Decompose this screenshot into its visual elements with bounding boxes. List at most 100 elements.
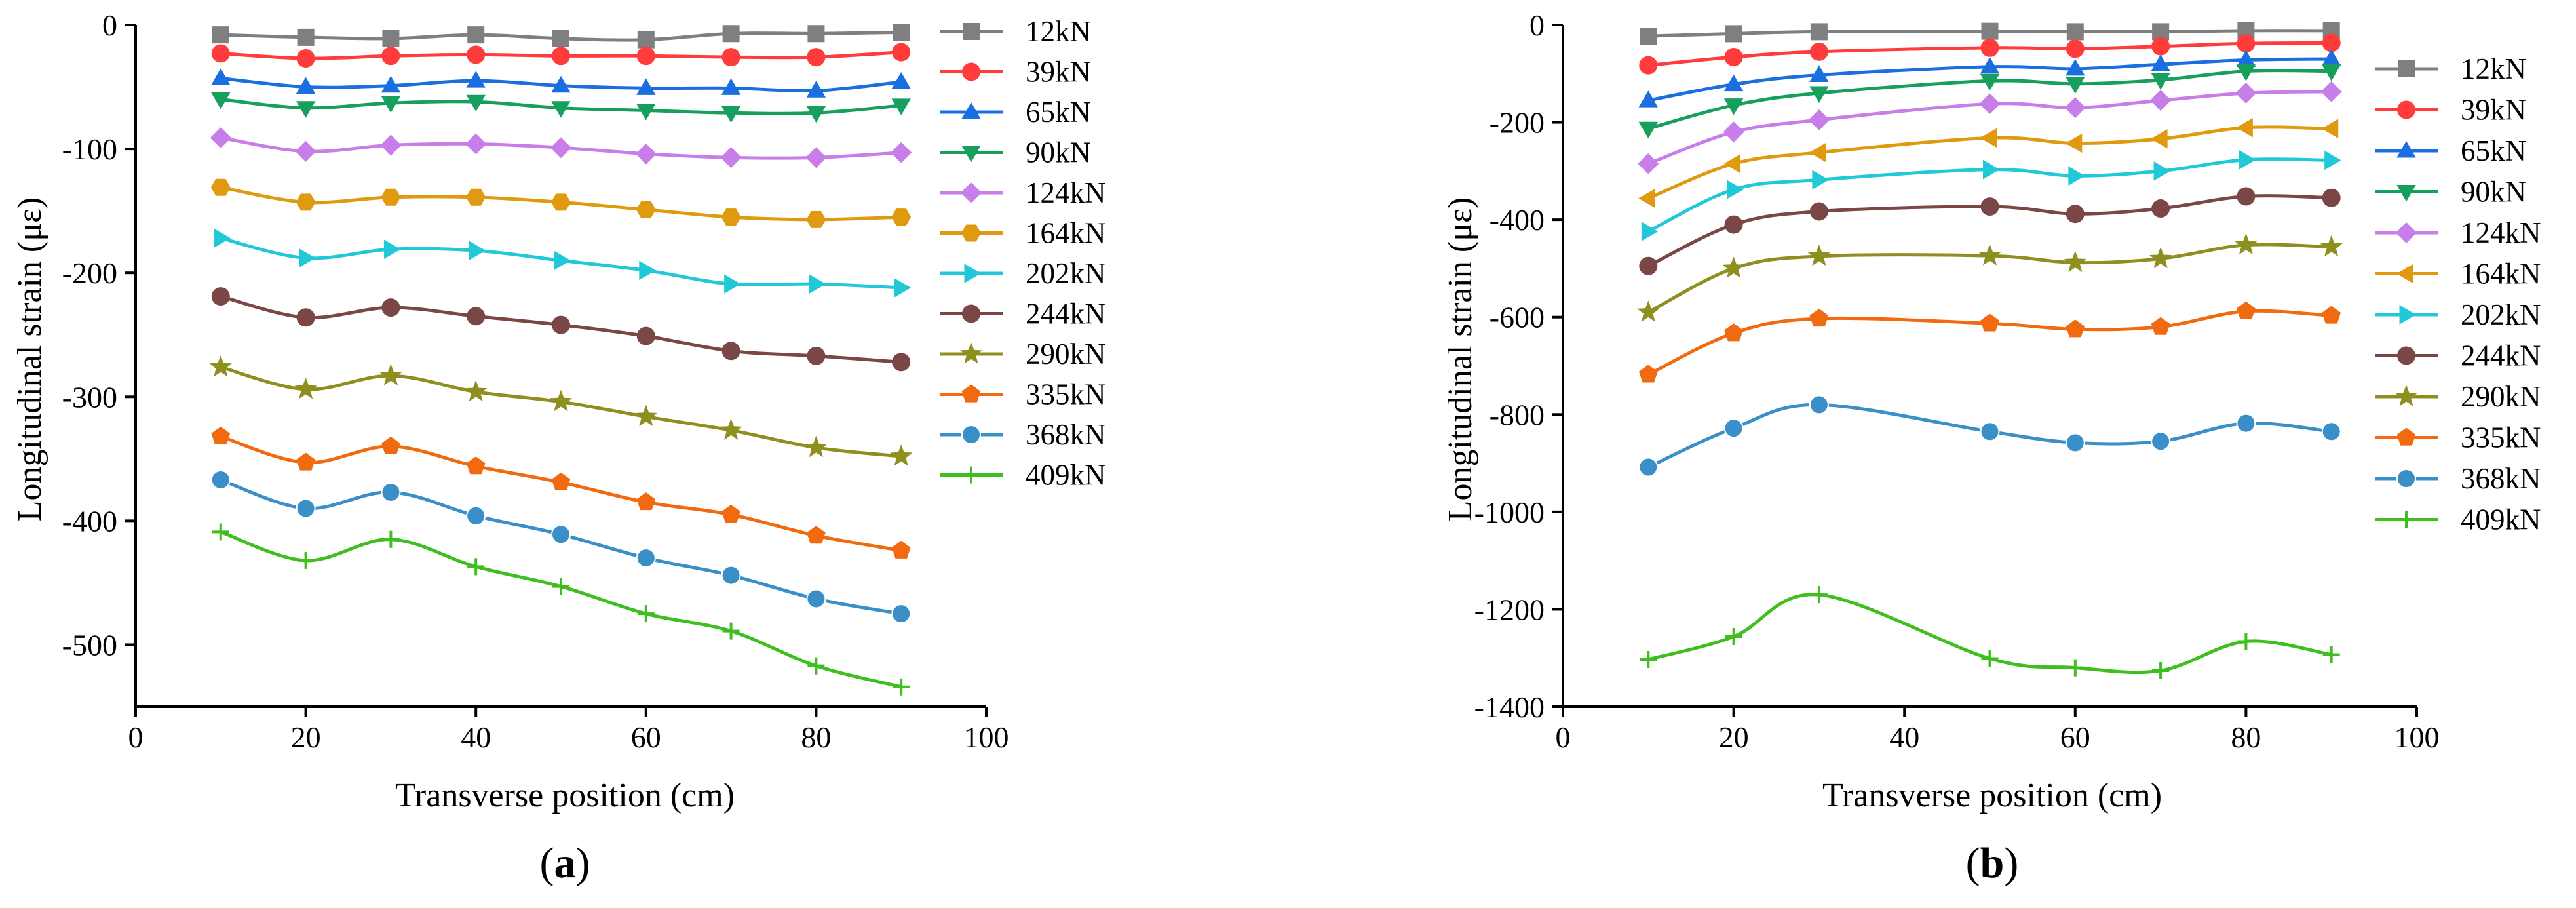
legend-marker-65kN [961,102,981,119]
data-point-368kN-b [1723,418,1744,439]
legend-item-409kN-b: 409kN [2375,503,2541,536]
data-point-39kN-b [1809,42,1828,61]
series-290kN-b [1637,233,2343,322]
series-164kN-b [1638,118,2339,208]
legend-marker-65kN [2396,141,2416,158]
series-65kN-b [1638,49,2341,108]
series-12kN-a [212,24,910,49]
data-point-244kN-b [1724,215,1743,234]
legend-marker-290kN [2394,385,2418,406]
data-point-335kN-b [2151,317,2170,335]
legend-label: 244kN [1026,298,1106,330]
data-point-409kN-a [637,605,655,623]
data-point-409kN-a [807,657,825,675]
data-point-409kN-b [1981,650,1999,667]
data-point-90kN-a [551,101,571,118]
legend-marker-90kN [2396,185,2416,202]
data-point-12kN-a [212,26,229,44]
y-tick-label-a: -200 [62,256,117,290]
chart-panel-b: Longitudinal strain (με) Transverse posi… [1442,9,2541,887]
legend-marker-164kN [961,224,981,242]
legend-item-65kN-b: 65kN [2375,134,2526,167]
data-point-202kN-b [2239,150,2256,170]
data-point-90kN-a [806,106,826,123]
data-point-244kN-b [1639,256,1658,275]
series-12kN-b [1640,22,2340,45]
data-point-124kN-a [210,127,231,149]
legend-label: 368kN [1026,418,1106,451]
data-point-202kN-a [214,228,231,248]
data-point-39kN-a [211,44,230,63]
y-tick-label-b: -400 [1490,203,1545,237]
x-tick-label-a: 80 [801,720,831,754]
data-point-290kN-a [549,389,573,412]
data-point-39kN-a [381,47,400,66]
data-point-164kN-b [1809,142,1826,163]
y-tick-label-b: -200 [1490,106,1545,140]
data-point-12kN-a [807,25,825,43]
series-124kN-b [1638,81,2342,174]
data-point-290kN-a [379,364,402,385]
panel-label-a: (a) [540,839,590,887]
data-point-12kN-b [1725,25,1742,43]
data-point-90kN-a [891,98,911,115]
series-335kN-a [211,426,911,559]
legend-marker-164kN [2396,264,2413,284]
data-point-409kN-a [467,558,485,576]
data-point-368kN-b [1809,395,1829,415]
legend-item-244kN-b: 244kN [2375,340,2541,372]
data-point-335kN-a [551,472,571,490]
data-point-244kN-a [552,315,570,334]
data-point-335kN-b [2237,301,2256,319]
x-axis-title-b: Transverse position (cm) [1822,777,2162,814]
data-point-244kN-a [467,307,486,326]
data-point-39kN-a [296,49,315,68]
data-point-244kN-a [892,353,911,372]
data-point-368kN-b [2321,422,2341,442]
data-point-335kN-a [721,504,740,523]
data-point-368kN-b [2151,431,2171,452]
data-point-124kN-a [805,147,827,168]
series-368kN-a [210,469,912,624]
data-point-164kN-a [636,201,656,218]
data-point-65kN-a [806,81,826,98]
data-point-12kN-b [2066,23,2084,41]
data-point-12kN-b [1810,23,1828,41]
series-39kN-b [1639,33,2341,75]
y-tick-label-a: -400 [62,504,117,538]
data-point-202kN-b [1812,170,1829,189]
data-point-335kN-b [1639,365,1658,383]
data-point-244kN-a [211,287,230,306]
data-point-202kN-b [2153,161,2171,181]
data-point-368kN-a [381,482,401,502]
series-line-202kN-b [1647,157,2332,233]
data-point-409kN-b [1640,650,1657,668]
data-point-244kN-a [636,326,655,345]
legend-label: 124kN [2461,216,2541,249]
data-point-335kN-b [2066,319,2085,338]
series-line-12kN-b [1648,29,2332,38]
data-point-90kN-b [1638,121,1658,139]
legend-item-12kN-a: 12kN [940,15,1091,48]
data-point-244kN-b [1980,197,1999,216]
legend-marker-368kN [2396,469,2416,488]
data-point-409kN-a [893,678,910,696]
data-point-65kN-b [1723,74,1744,92]
legend-label: 12kN [2461,52,2526,85]
data-point-12kN-b [1981,22,1999,40]
series-line-290kN-a [220,365,902,458]
data-point-202kN-b [2068,166,2085,186]
x-tick-label-b: 60 [2060,720,2090,754]
data-point-409kN-b [2066,659,2084,677]
data-point-39kN-a [721,48,740,67]
data-point-39kN-a [552,47,570,66]
legend-item-244kN-a: 244kN [940,298,1106,330]
data-point-90kN-a [636,104,656,121]
legend-item-290kN-a: 290kN [940,338,1106,370]
data-point-244kN-b [2151,199,2170,218]
legend-label: 39kN [1026,56,1091,89]
legend-marker-244kN [962,304,980,323]
data-point-368kN-a [551,524,571,545]
x-axis-title-a: Transverse position (cm) [395,777,735,814]
